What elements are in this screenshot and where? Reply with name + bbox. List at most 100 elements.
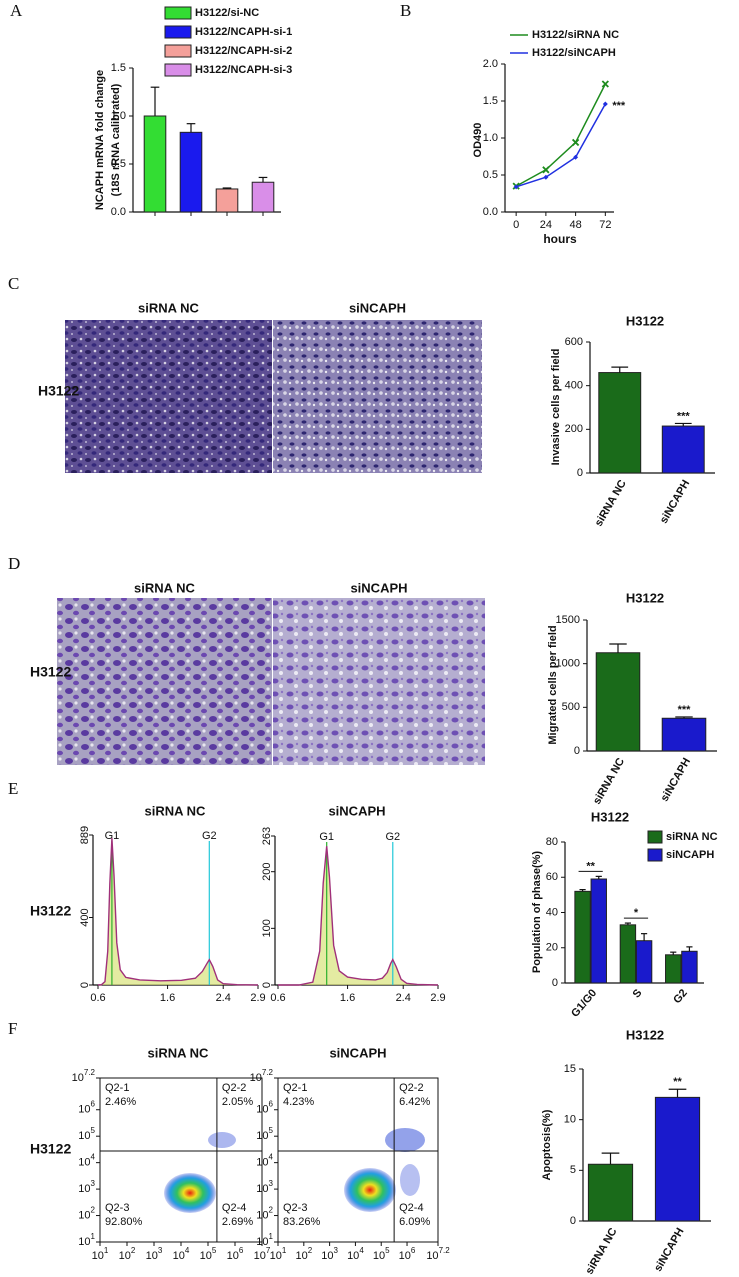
tick-base: 10	[78, 1157, 90, 1169]
tick-exponent: 7.2	[262, 1068, 274, 1077]
point	[543, 174, 549, 180]
x-tick-label: 72	[599, 219, 611, 231]
chart-title: H3122	[626, 313, 664, 328]
bar	[661, 425, 705, 474]
dot-cloud	[344, 1168, 396, 1212]
tick-exponent: 5	[91, 1126, 96, 1135]
y-tick-label: 0	[577, 467, 583, 479]
quadrant-name: Q2-1	[283, 1082, 307, 1094]
point	[601, 80, 609, 88]
bar	[179, 131, 203, 213]
tick-base: 10	[78, 1183, 90, 1195]
microscopy-images	[57, 320, 485, 765]
y-tick-label: 400	[565, 380, 583, 392]
quadrant-value: 2.69%	[222, 1216, 253, 1228]
y-tick-label: 200	[565, 423, 583, 435]
tick-exponent: 1	[282, 1246, 287, 1255]
quadrant-name: Q2-2	[399, 1082, 423, 1094]
quadrant-name: Q2-4	[222, 1202, 246, 1214]
y-tick-label: 400	[79, 908, 91, 926]
panel-label: C	[8, 274, 19, 293]
legend-swatch	[164, 6, 192, 20]
tick-base: 10	[295, 1250, 307, 1262]
tick-base: 10	[78, 1236, 90, 1248]
quadrant-name: Q2-4	[399, 1202, 423, 1214]
y-tick-label: 1.0	[483, 132, 498, 144]
y-axis-label: Population of phase(%)	[531, 851, 543, 974]
significance-label: ***	[678, 704, 692, 716]
dot-cloud	[385, 1128, 425, 1152]
bar	[143, 115, 167, 213]
tick-base: 10	[92, 1250, 104, 1262]
x-tick-label: 2.4	[396, 992, 411, 1004]
tick-base: 10	[256, 1157, 268, 1169]
tick-exponent: 4	[91, 1153, 96, 1162]
x-tick-label: siRNA NC	[593, 478, 629, 529]
image	[65, 320, 272, 473]
y-tick-label: 5	[570, 1164, 576, 1176]
x-tick-label: 0.6	[270, 992, 285, 1004]
quadrant-name: Q2-1	[105, 1082, 129, 1094]
row-label: H3122	[38, 383, 79, 399]
y-tick-label: 107.2	[250, 1068, 274, 1084]
y-tick-label: 104	[256, 1153, 273, 1169]
row-label: H3122	[30, 1141, 71, 1157]
y-tick-label: 263	[261, 827, 273, 845]
row-label: H3122	[30, 664, 71, 680]
tick-exponent: 1	[269, 1232, 274, 1241]
histogram-line	[278, 846, 439, 986]
dot-cloud	[208, 1132, 236, 1148]
x-tick-label: G1/G0	[569, 987, 599, 1020]
chart-title: H3122	[626, 1027, 664, 1042]
x-tick-label: 1.6	[340, 992, 355, 1004]
image-title: siNCAPH	[349, 300, 406, 315]
y-tick-label: 0.5	[111, 158, 126, 170]
bar	[665, 954, 682, 984]
legend-label: H3122/siNCAPH	[532, 47, 616, 59]
point	[573, 154, 579, 160]
tick-base: 10	[256, 1130, 268, 1142]
bar	[681, 950, 698, 984]
legend-label: H3122/NCAPH-si-3	[195, 64, 292, 76]
y-tick-label: 0.0	[483, 206, 498, 218]
legend-label: H3122/siRNA NC	[532, 29, 619, 41]
x-tick-label: 107.2	[426, 1246, 450, 1262]
tick-exponent: 4	[359, 1246, 364, 1255]
significance-label: **	[586, 860, 595, 872]
x-tick-label: 105	[373, 1246, 390, 1262]
x-tick-label: G2	[671, 987, 690, 1006]
histogram-line	[97, 838, 259, 986]
x-tick-label: siNCAPH	[658, 478, 693, 526]
y-tick-label: 0	[79, 982, 91, 988]
tick-exponent: 7	[266, 1246, 271, 1255]
tick-base: 10	[256, 1183, 268, 1195]
tick-exponent: 5	[212, 1246, 217, 1255]
legend-swatch	[164, 63, 192, 77]
tick-base: 10	[250, 1072, 262, 1084]
x-tick-label: 104	[347, 1246, 364, 1262]
y-tick-label: 105	[256, 1126, 273, 1142]
y-tick-label: 102	[78, 1206, 95, 1222]
y-tick-label: 10	[564, 1114, 576, 1126]
y-tick-label: 1.0	[111, 110, 126, 122]
tick-exponent: 5	[269, 1126, 274, 1135]
tick-exponent: 4	[185, 1246, 190, 1255]
chart-title: H3122	[591, 809, 629, 824]
y-axis-label: OD490	[472, 123, 484, 158]
y-axis-label: (18S rRNA calibrated)	[110, 83, 122, 196]
y-tick-label: 0	[261, 982, 273, 988]
y-tick-label: 0.0	[111, 206, 126, 218]
quadrant-value: 6.09%	[399, 1216, 430, 1228]
peak-label: G2	[202, 830, 217, 842]
quadrant-name: Q2-3	[105, 1202, 129, 1214]
tick-base: 10	[426, 1250, 438, 1262]
tick-base: 10	[146, 1250, 158, 1262]
peak-label: G1	[319, 831, 334, 843]
x-tick-label: 48	[569, 219, 581, 231]
tick-base: 10	[256, 1104, 268, 1116]
panel-label: D	[8, 554, 20, 573]
legend-swatch	[164, 44, 192, 58]
y-tick-label: 600	[565, 336, 583, 348]
x-tick-label: S	[631, 987, 645, 1000]
